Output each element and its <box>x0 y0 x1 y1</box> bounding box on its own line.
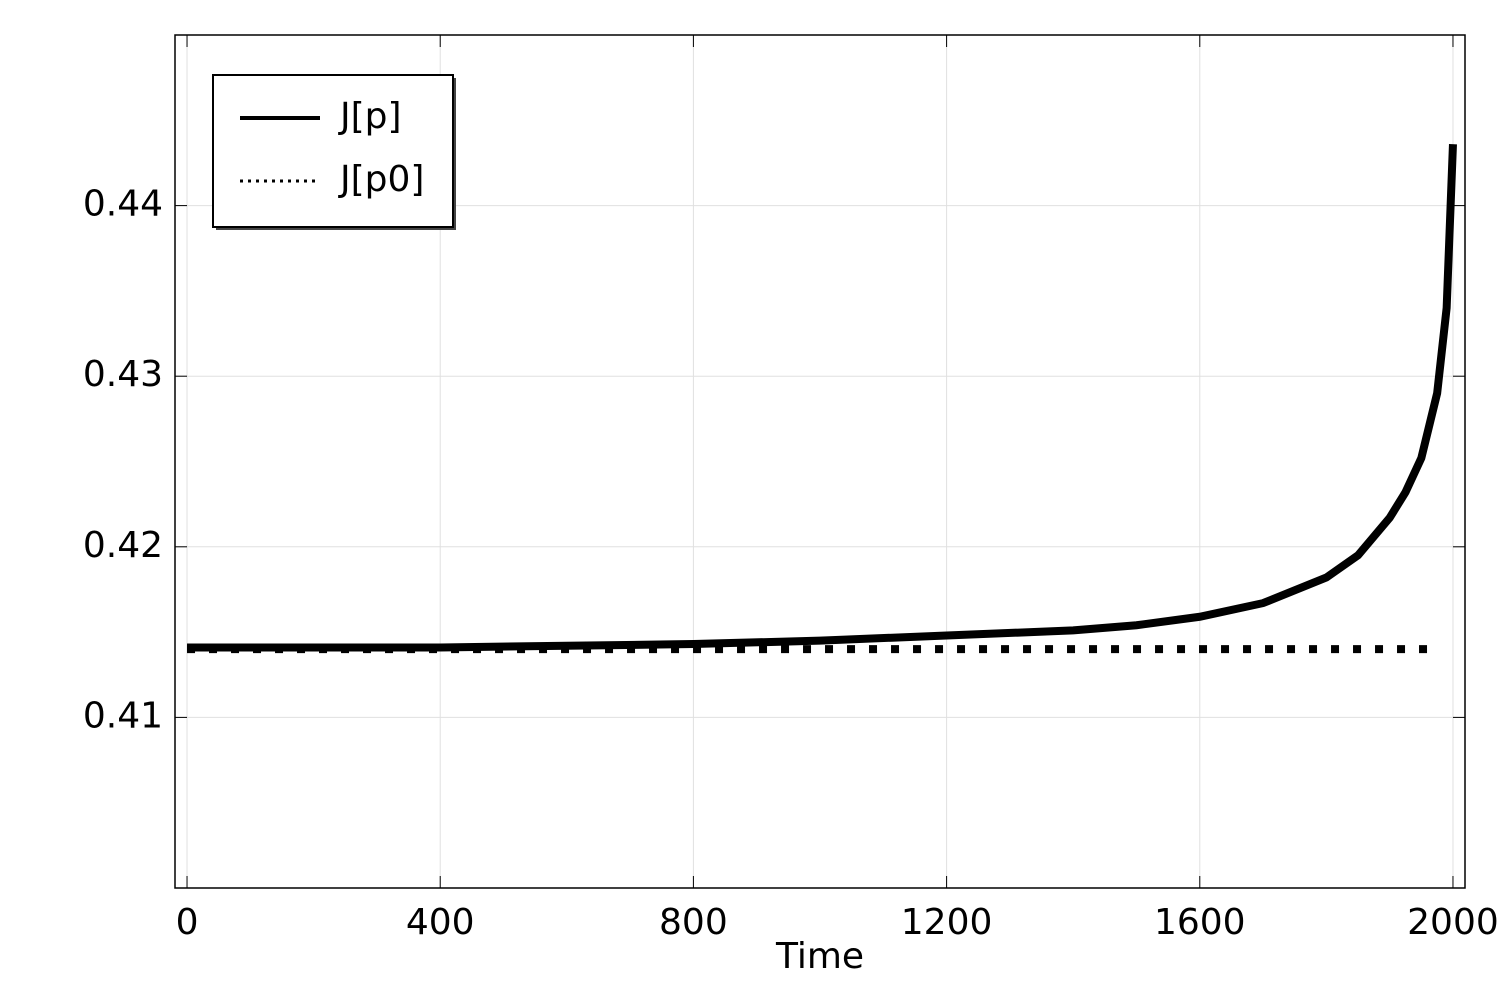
x-tick-label: 1200 <box>901 902 993 943</box>
x-tick-label: 2000 <box>1407 902 1499 943</box>
x-tick-label: 1600 <box>1154 902 1246 943</box>
y-tick-label: 0.44 <box>83 184 163 225</box>
x-tick-label: 400 <box>406 902 475 943</box>
legend-box <box>212 74 454 228</box>
y-tick-label: 0.43 <box>83 354 163 395</box>
x-tick-label: 0 <box>176 902 199 943</box>
y-tick-label: 0.41 <box>83 695 163 736</box>
y-tick-label: 0.42 <box>83 525 163 566</box>
legend-label: J[p] <box>338 96 402 137</box>
plot-frame <box>174 34 1466 889</box>
legend-label: J[p0] <box>338 159 424 200</box>
x-axis-label: Time <box>775 936 864 977</box>
x-tick-label: 800 <box>659 902 728 943</box>
